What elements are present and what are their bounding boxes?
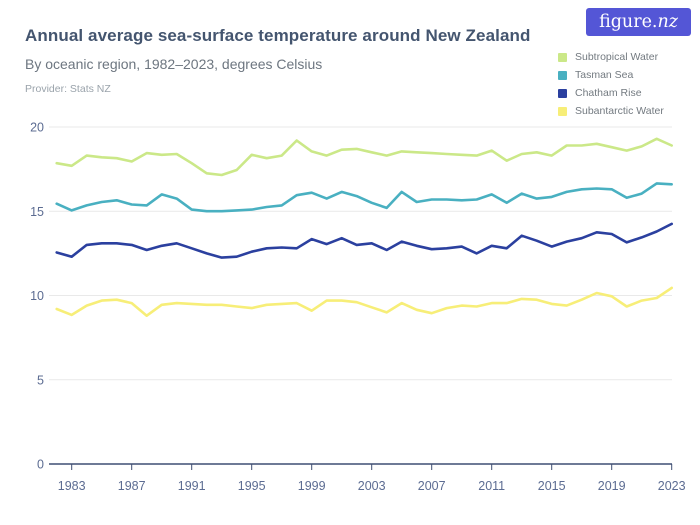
figure-nz-logo[interactable]: figure.nz (586, 8, 691, 36)
line-subtropical-water (55, 137, 674, 177)
chart-subtitle: By oceanic region, 1982–2023, degrees Ce… (25, 56, 323, 72)
y-axis-label-20: 20 (30, 121, 44, 135)
x-axis-label-2003: 2003 (358, 479, 386, 493)
x-axis-label-1999: 1999 (298, 479, 326, 493)
x-axis-label-2015: 2015 (538, 479, 566, 493)
y-axis-label-0: 0 (37, 458, 44, 472)
legend-label: Tasman Sea (575, 69, 634, 81)
x-axis-label-2023: 2023 (658, 479, 686, 493)
legend-label: Chatham Rise (575, 87, 642, 99)
provider-attribution: Provider: Stats NZ (25, 83, 111, 95)
x-axis-label-1983: 1983 (58, 479, 86, 493)
page-title: Annual average sea-surface temperature a… (25, 26, 531, 45)
x-axis-label-2019: 2019 (598, 479, 626, 493)
x-axis-label-1991: 1991 (178, 479, 206, 493)
legend-label: Subantarctic Water (575, 105, 664, 117)
logo-text: figure. (599, 12, 658, 32)
x-axis-label-2007: 2007 (418, 479, 446, 493)
logo-text-nz: nz (657, 12, 679, 32)
legend-swatch-subantarctic-water (558, 106, 567, 116)
x-axis-label-1995: 1995 (238, 479, 266, 493)
line-subantarctic-water (55, 286, 674, 318)
legend-item-chatham-rise: Chatham Rise (558, 87, 698, 99)
legend-item-tasman-sea: Tasman Sea (558, 69, 698, 81)
legend-swatch-subtropical-water (558, 52, 567, 62)
y-axis-label-10: 10 (30, 289, 44, 303)
line-tasman-sea (55, 182, 674, 213)
legend-item-subantarctic-water: Subantarctic Water (558, 105, 698, 117)
y-axis-label-15: 15 (30, 205, 44, 219)
legend-item-subtropical-water: Subtropical Water (558, 51, 698, 63)
legend-swatch-tasman-sea (558, 70, 567, 80)
x-axis-label-2011: 2011 (478, 479, 505, 493)
y-axis-label-5: 5 (37, 373, 44, 387)
legend-swatch-chatham-rise (558, 88, 567, 98)
chart-legend: Subtropical Water Tasman Sea Chatham Rise S… (558, 51, 698, 123)
legend-label: Subtropical Water (575, 51, 659, 63)
x-axis-label-1987: 1987 (118, 479, 146, 493)
line-chatham-rise (55, 222, 674, 259)
